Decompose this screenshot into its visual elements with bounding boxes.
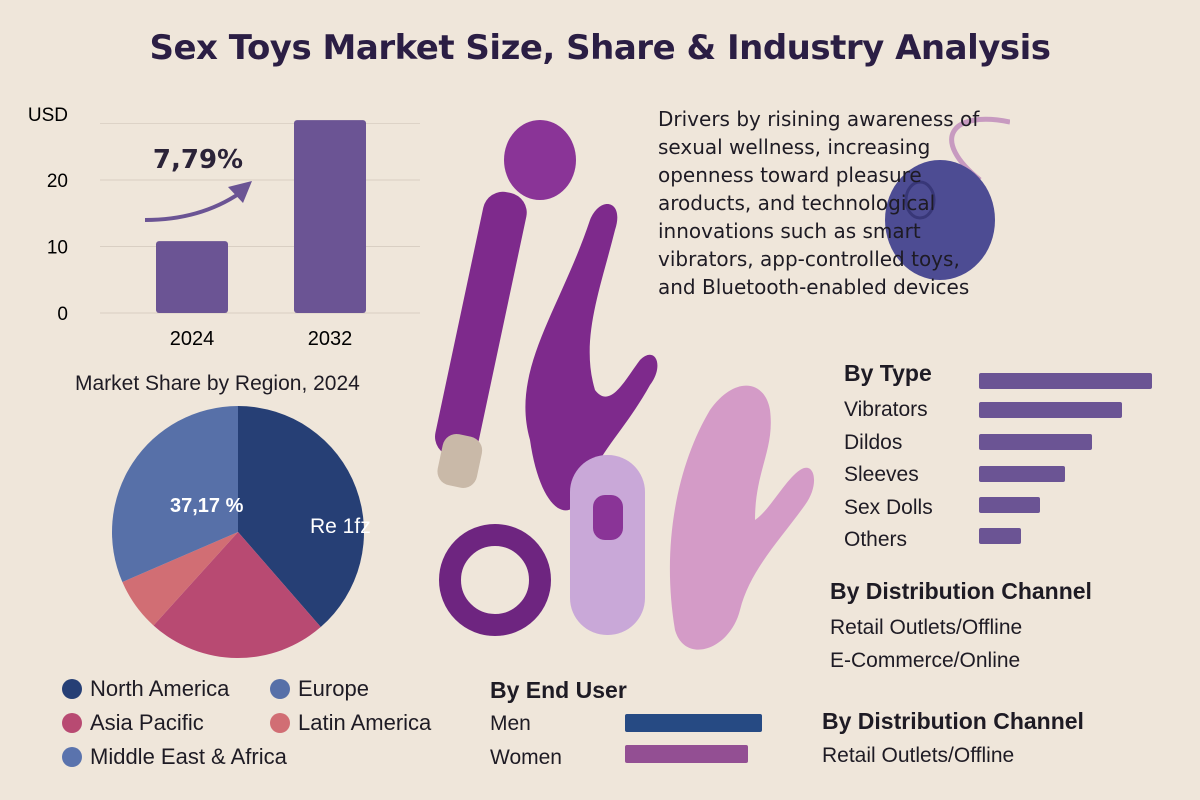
distribution-item: E-Commerce/Online xyxy=(830,649,1021,672)
pink-rabbit-vibrator-icon xyxy=(669,385,815,650)
page-title: Sex Toys Market Size, Share & Industry A… xyxy=(149,28,1051,68)
type-bar xyxy=(979,402,1122,418)
x-tick-label: 2024 xyxy=(170,328,215,350)
rabbit-vibrator-icon xyxy=(525,203,658,511)
distribution-heading: By Distribution Channel xyxy=(830,578,1092,604)
legend-swatch-icon xyxy=(62,747,82,767)
cock-ring-icon xyxy=(439,524,551,636)
legend-label: Latin America xyxy=(298,710,432,735)
y-tick-label: 20 xyxy=(47,171,68,192)
distribution-heading-2: By Distribution Channel xyxy=(822,708,1084,734)
type-bar xyxy=(979,466,1065,482)
legend-item: North America xyxy=(62,676,229,702)
type-label: Sleeves xyxy=(844,463,919,486)
type-bar xyxy=(979,373,1152,389)
market-drivers-description: Drivers by risining awareness of sexual … xyxy=(658,107,980,299)
end-user-label: Men xyxy=(490,712,531,735)
legend-label: Europe xyxy=(298,676,369,701)
legend-label: Middle East & Africa xyxy=(90,744,287,769)
type-label: Vibrators xyxy=(844,398,928,421)
legend-item: Middle East & Africa xyxy=(62,744,287,770)
market-size-bar-chart: USD 0 10 20 2024 2032 7,79% xyxy=(28,105,420,350)
region-pie-chart: 37,17 % Re 1fz xyxy=(112,406,371,658)
wand-vibrator-icon xyxy=(435,120,576,488)
type-bar xyxy=(979,497,1040,513)
legend-item: Asia Pacific xyxy=(62,710,204,736)
bar-2032 xyxy=(294,120,366,314)
legend-swatch-icon xyxy=(270,713,290,733)
pie-slice-latin-america xyxy=(122,532,238,626)
legend-item: Latin America xyxy=(270,710,431,736)
remote-egg-icon xyxy=(570,455,645,635)
legend-swatch-icon xyxy=(270,679,290,699)
cagr-annotation: 7,79% xyxy=(153,145,243,175)
legend-item: Europe xyxy=(270,676,369,702)
legend-swatch-icon xyxy=(62,679,82,699)
by-type-section: By Type Vibrators Dildos Sleeves Sex Dolls Ot… xyxy=(820,360,1180,560)
arrow-head-icon xyxy=(228,181,252,203)
x-tick-label: 2032 xyxy=(308,328,353,350)
by-type-heading: By Type xyxy=(844,360,932,386)
legend-label: North America xyxy=(90,676,230,701)
end-user-label: Women xyxy=(490,746,562,769)
end-user-bar xyxy=(625,745,748,763)
end-user-heading: By End User xyxy=(490,677,627,703)
type-bar xyxy=(979,528,1021,544)
type-label: Others xyxy=(844,528,908,551)
distribution-item: Retail Outlets/Offline xyxy=(822,744,1015,767)
type-label: Sex Dolls xyxy=(844,495,933,519)
type-label: Dildos xyxy=(844,430,903,454)
pie-title: Market Share by Region, 2024 xyxy=(75,372,360,395)
by-end-user-section: By End User Men Women xyxy=(480,675,780,785)
distribution-item: Retail Outlets/Offline xyxy=(830,616,1023,639)
end-user-bar xyxy=(625,714,762,732)
pie-slice-europe xyxy=(112,406,238,583)
slice-label: 37,17 % xyxy=(170,495,244,517)
pie-slice-north-america xyxy=(238,406,365,628)
pie-slice-asia-pacific xyxy=(153,532,321,658)
legend-label: Asia Pacific xyxy=(90,710,204,735)
slice-label: Re 1fz xyxy=(310,515,371,538)
y-axis-label: USD xyxy=(28,105,68,126)
growth-arrow-icon xyxy=(144,191,242,222)
type-bar xyxy=(979,434,1092,450)
y-tick-label: 10 xyxy=(47,238,68,259)
product-illustration xyxy=(435,116,1010,650)
legend-swatch-icon xyxy=(62,713,82,733)
bullet-egg-icon xyxy=(885,116,1010,280)
y-tick-label: 0 xyxy=(57,304,68,325)
bar-2024 xyxy=(156,241,228,313)
